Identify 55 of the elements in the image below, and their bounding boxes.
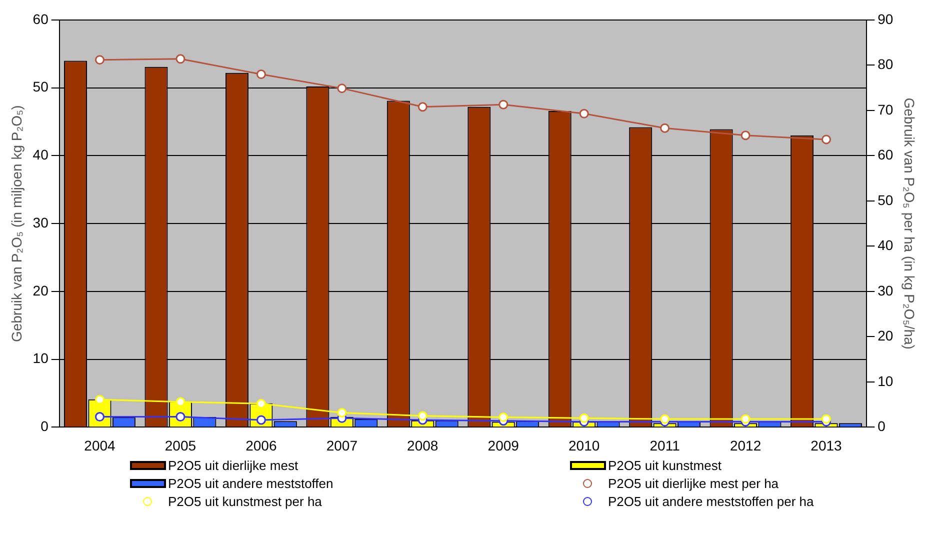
y2-tick-label: 10 bbox=[878, 372, 894, 389]
point bbox=[498, 412, 508, 422]
y-tick-label: 20 bbox=[32, 282, 49, 298]
legend-label: P2O5 uit dierlijke mest bbox=[168, 458, 298, 473]
x-tick-label: 2006 bbox=[246, 437, 277, 454]
x-tick-label: 2007 bbox=[326, 437, 358, 454]
point bbox=[579, 108, 589, 118]
y2-tick-label: 0 bbox=[878, 418, 886, 434]
y-tick-label: 30 bbox=[32, 214, 49, 230]
x-tick-label: 2010 bbox=[568, 437, 600, 454]
point bbox=[740, 130, 750, 140]
point bbox=[256, 398, 266, 408]
y-tick-label: 40 bbox=[32, 146, 49, 163]
point bbox=[94, 55, 104, 65]
point bbox=[498, 100, 508, 110]
x-tick-label: 2008 bbox=[407, 437, 438, 454]
point bbox=[256, 70, 266, 80]
point bbox=[418, 102, 428, 112]
legend-label: P2O5 uit kunstmest per ha bbox=[168, 494, 322, 509]
y2-tick-label: 40 bbox=[878, 237, 894, 254]
legend-label: P2O5 uit andere meststoffen bbox=[168, 476, 334, 491]
y2-axis-title: Gebruik van P₂O₅ per ha (in kg P₂O₅/ha) bbox=[902, 98, 918, 350]
point bbox=[660, 123, 670, 133]
legend-label: P2O5 uit dierlijke mest per ha bbox=[608, 476, 779, 491]
point bbox=[176, 54, 186, 64]
legend-label: P2O5 uit kunstmest bbox=[608, 458, 722, 473]
point bbox=[822, 134, 832, 144]
y-tick-label: 50 bbox=[32, 78, 49, 95]
y2-tick-label: 60 bbox=[878, 146, 894, 163]
y2-tick-label: 20 bbox=[878, 328, 894, 344]
point bbox=[94, 394, 104, 404]
point bbox=[579, 413, 589, 423]
point bbox=[660, 414, 670, 424]
x-tick-label: 2011 bbox=[650, 437, 680, 454]
y2-tick-label: 50 bbox=[878, 192, 894, 208]
x-tick-label: 2004 bbox=[84, 437, 116, 454]
point bbox=[418, 411, 428, 421]
point bbox=[176, 397, 186, 407]
x-tick-label: 2009 bbox=[488, 437, 520, 454]
point bbox=[740, 414, 750, 424]
legend-label: P2O5 uit andere meststoffen per ha bbox=[608, 494, 814, 509]
y2-tick-label: 70 bbox=[878, 101, 894, 118]
y-axis-title: Gebruik van P₂O₅ (in miljoen kg P₂O₅) bbox=[8, 105, 24, 342]
point bbox=[337, 408, 347, 418]
y-tick-label: 60 bbox=[32, 10, 49, 27]
y2-tick-label: 90 bbox=[878, 10, 894, 27]
y-tick-label: 0 bbox=[40, 418, 49, 434]
y-tick-label: 10 bbox=[32, 350, 49, 366]
point bbox=[337, 84, 347, 94]
x-tick-label: 2013 bbox=[810, 437, 842, 454]
x-tick-label: 2005 bbox=[164, 437, 196, 454]
point bbox=[822, 414, 832, 424]
y2-tick-label: 30 bbox=[878, 282, 894, 298]
x-tick-label: 2012 bbox=[730, 437, 762, 454]
y2-tick-label: 80 bbox=[878, 56, 894, 72]
